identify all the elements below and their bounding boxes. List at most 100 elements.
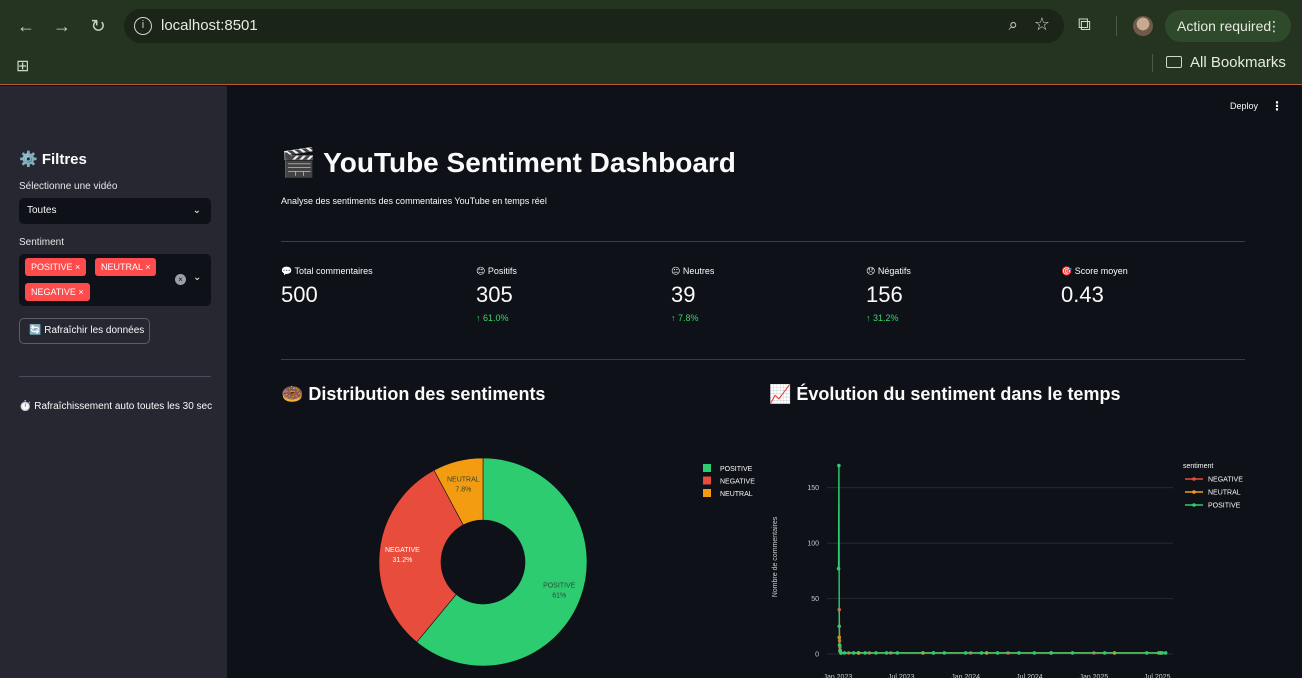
legend-label-negative: NEGATIVE [720,479,755,486]
deploy-button[interactable]: Deploy [1230,101,1259,111]
series-point-positive [1049,651,1053,655]
series-point-positive [851,651,856,655]
series-point-positive [836,566,841,571]
series-point-positive [842,651,847,655]
metric-label: 😞 Négatifs [866,266,911,276]
site-info-icon[interactable]: i [134,17,152,35]
series-point-positive [837,624,842,629]
reload-icon[interactable]: ↻ [90,16,106,36]
video-select-label: Sélectionne une vidéo [19,181,118,192]
series-line-negative [838,609,1161,654]
series-point-positive [1017,651,1021,655]
main-menu-icon[interactable]: ⋮ [1271,99,1283,113]
tag-label: NEGATIVE [31,287,76,297]
series-point-positive [1144,651,1149,655]
metric-value: 39 [671,282,696,307]
legend-label-neutral: NEUTRAL [1208,490,1241,497]
apps-grid-icon[interactable]: ⊞ [16,58,30,75]
video-select[interactable]: Toutes ⌄ [19,198,211,224]
x-tick-label: Jul 2024 [1016,674,1043,678]
all-bookmarks-label: All Bookmarks [1190,54,1286,71]
url-text[interactable]: localhost:8501 [161,17,258,34]
chevron-down-icon[interactable]: ⌄ [193,272,202,283]
sentiment-line-chart[interactable]: 0 50 100 150 Jan 2023 Jul 2023 Jan 2024 Jul 202… [765,440,1265,678]
series-point-positive [1032,651,1037,655]
legend-marker-neutral [1192,490,1196,494]
y-axis-label: Nombre de commentaires [772,516,779,597]
series-point-positive [884,651,889,655]
pie-section-title: 🍩 Distribution des sentiments [281,384,546,404]
forward-icon[interactable]: → [53,16,71,36]
series-point-positive [979,651,984,655]
profile-avatar[interactable] [1133,16,1153,36]
refresh-button[interactable]: 🔄 Rafraîchir les données [19,318,150,344]
series-point-positive [874,651,878,655]
metric-delta-value: 61.0% [483,313,509,323]
sentiment-multiselect[interactable]: POSITIVE × NEUTRAL × NEGATIVE × × ⌄ [19,254,211,306]
series-point-positive [1163,651,1168,655]
y-tick-label: 0 [815,652,819,659]
pie-label-percent: 31.2% [392,557,412,564]
toolbar-divider [1116,16,1117,36]
y-tick-label: 50 [811,596,819,603]
x-tick-label: Jan 2025 [1079,674,1108,678]
legend-label-negative: NEGATIVE [1208,477,1243,484]
zoom-icon[interactable]: ⌕ [1008,15,1018,34]
pie-label-percent: 7.8% [455,486,471,493]
legend-label-positive: POSITIVE [1208,503,1241,510]
series-line-neutral [838,637,1161,654]
sidebar-title: ⚙️ Filtres [19,151,87,168]
divider [281,241,1245,242]
extensions-icon[interactable]: ⧉ [1078,14,1091,34]
metric-total: 💬 Total commentaires 500 [281,266,461,308]
page-title: 🎬 YouTube Sentiment Dashboard [281,147,736,178]
page-caption: Analyse des sentiments des commentaires … [281,196,547,206]
arrow-up-icon: ↑ [671,313,676,323]
tag-neutral[interactable]: NEUTRAL × [95,258,157,276]
video-select-value: Toutes [27,205,57,216]
legend-marker-negative [1192,477,1196,481]
tag-positive[interactable]: POSITIVE × [25,258,87,276]
metric-value: 156 [866,282,903,307]
x-tick-label: Jan 2024 [951,674,980,678]
folder-icon [1166,56,1182,68]
pie-label-percent: 61% [552,592,566,599]
legend-marker-positive [1192,503,1196,507]
series-point-positive [931,651,936,655]
bookmark-star-icon[interactable]: ☆ [1033,14,1050,34]
legend-swatch-neutral [703,489,711,497]
arrow-up-icon: ↑ [866,313,871,323]
legend-title: sentiment [1183,463,1213,470]
tag-label: NEUTRAL [101,262,143,272]
metric-delta: ↑ 61.0% [476,313,656,323]
address-bar[interactable]: i localhost:8501 ⌕ ☆ [124,9,1064,43]
series-point-positive [895,651,900,655]
legend-swatch-negative [703,476,711,485]
all-bookmarks-button[interactable]: All Bookmarks [1166,54,1286,71]
metric-delta-value: 7.8% [678,313,699,323]
series-point-positive [963,651,968,655]
metric-value: 305 [476,282,513,307]
series-point-positive [995,651,1000,655]
series-point-positive [1160,651,1164,655]
action-required-button[interactable]: Action required ⋮ [1165,10,1291,42]
metric-neutral: 😐 Neutres 39 ↑ 7.8% [671,266,851,323]
metric-negative: 😞 Négatifs 156 ↑ 31.2% [866,266,1046,323]
back-icon[interactable]: ← [17,16,35,36]
browser-chrome: ← → ↻ i localhost:8501 ⌕ ☆ ⧉ Action requ… [0,0,1302,85]
clear-icon[interactable]: × [175,274,186,285]
series-point-positive [942,651,947,655]
x-tick-label: Jul 2025 [1144,674,1171,678]
y-tick-label: 100 [807,541,819,548]
pie-label-category: POSITIVE [543,582,576,589]
metric-value: 0.43 [1061,282,1104,307]
tag-negative[interactable]: NEGATIVE × [25,283,90,301]
sentiment-donut-chart[interactable]: POSITIVE 61% NEGATIVE 31.2% NEUTRAL 7.8% POSIT… [281,440,761,678]
legend-label-positive: POSITIVE [720,466,753,473]
series-point-positive [1102,651,1107,655]
metric-value: 500 [281,282,318,307]
pie-label-category: NEUTRAL [447,476,480,483]
arrow-up-icon: ↑ [476,313,481,323]
metric-delta-value: 31.2% [873,313,899,323]
metric-delta: ↑ 7.8% [671,313,851,323]
